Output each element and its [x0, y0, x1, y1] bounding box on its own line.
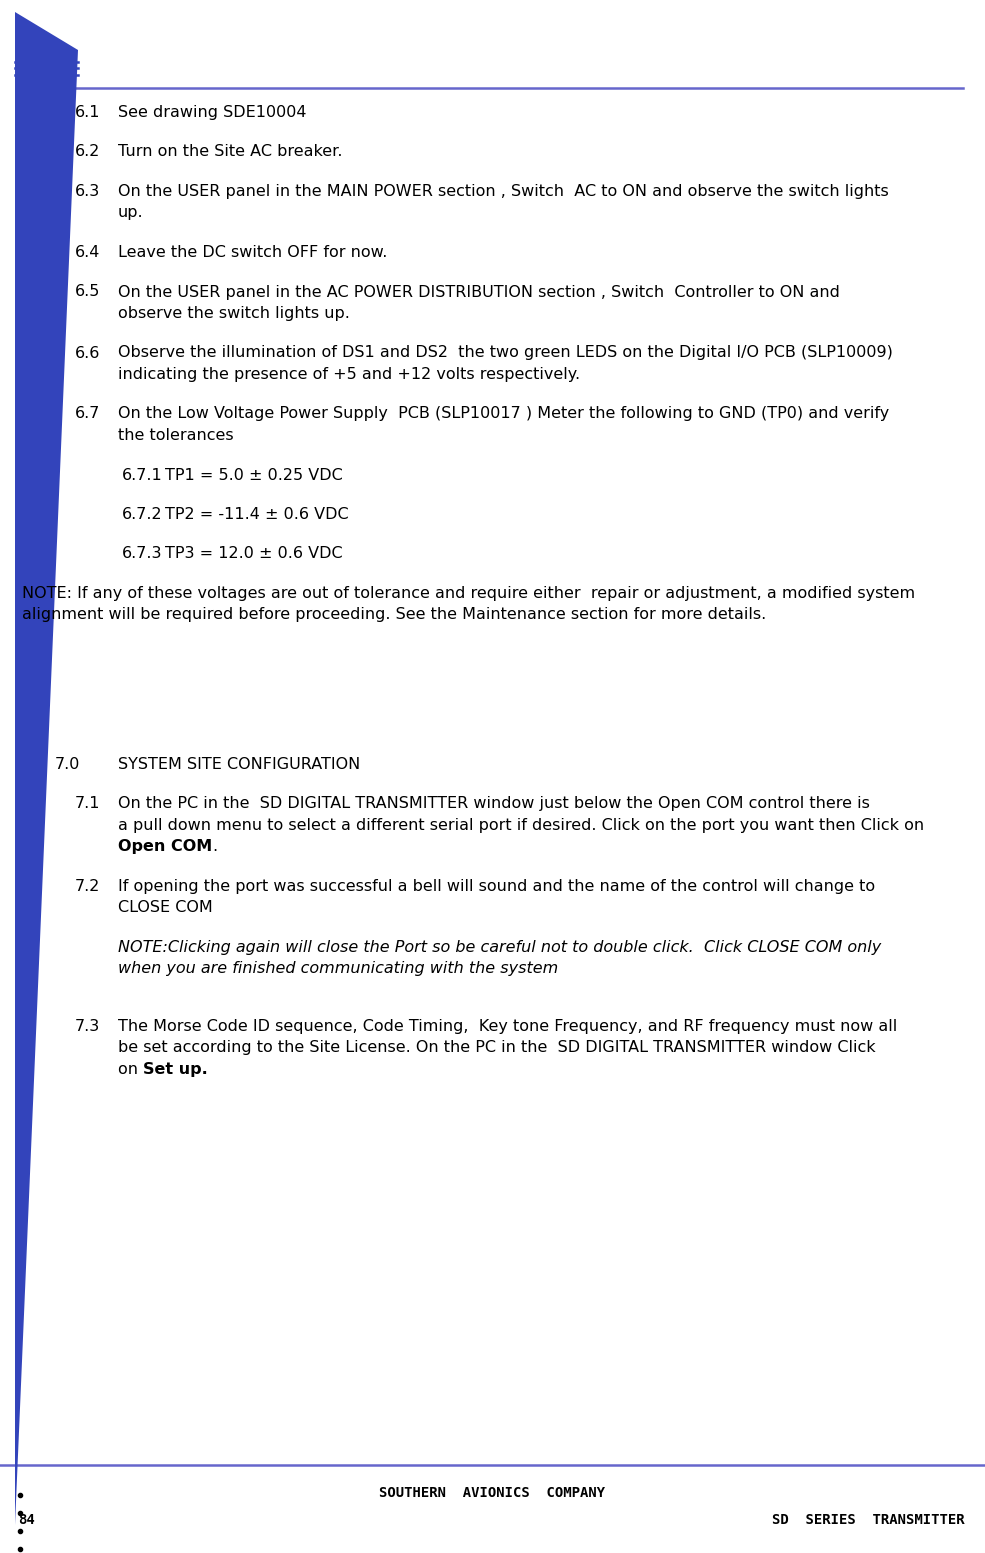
Text: 6.7.3: 6.7.3 [122, 547, 163, 562]
Text: a pull down menu to select a different serial port if desired. Click on the port: a pull down menu to select a different s… [118, 818, 924, 832]
Polygon shape [15, 12, 78, 1525]
Text: indicating the presence of +5 and +12 volts respectively.: indicating the presence of +5 and +12 vo… [118, 367, 580, 382]
Text: On the USER panel in the MAIN POWER section , Switch  AC to ON and observe the s: On the USER panel in the MAIN POWER sect… [118, 183, 888, 199]
Text: SOUTHERN  AVIONICS  COMPANY: SOUTHERN AVIONICS COMPANY [379, 1486, 606, 1500]
Text: NOTE: If any of these voltages are out of tolerance and require either  repair o: NOTE: If any of these voltages are out o… [22, 585, 915, 601]
Text: 6.4: 6.4 [75, 245, 100, 259]
Text: 6.3: 6.3 [75, 183, 100, 199]
Text: If opening the port was successful a bell will sound and the name of the control: If opening the port was successful a bel… [118, 879, 875, 895]
Text: 6.7.1: 6.7.1 [122, 467, 163, 483]
Text: 6.7: 6.7 [75, 407, 100, 421]
Text: 7.0: 7.0 [55, 756, 81, 772]
Text: On the PC in the  SD DIGITAL TRANSMITTER window just below the Open COM control : On the PC in the SD DIGITAL TRANSMITTER … [118, 797, 870, 812]
Text: 84: 84 [18, 1513, 34, 1527]
Text: On the USER panel in the AC POWER DISTRIBUTION section , Switch  Controller to O: On the USER panel in the AC POWER DISTRI… [118, 284, 840, 300]
Text: .: . [212, 840, 218, 854]
Text: The Morse Code ID sequence, Code Timing,  Key tone Frequency, and RF frequency m: The Morse Code ID sequence, Code Timing,… [118, 1019, 897, 1034]
Text: See drawing SDE10004: See drawing SDE10004 [118, 106, 306, 120]
Text: be set according to the Site License. On the PC in the  SD DIGITAL TRANSMITTER w: be set according to the Site License. On… [118, 1041, 876, 1056]
Text: Open COM: Open COM [118, 840, 212, 854]
Text: TP3 = 12.0 ± 0.6 VDC: TP3 = 12.0 ± 0.6 VDC [165, 547, 343, 562]
Text: Set up.: Set up. [143, 1062, 208, 1076]
Text: Leave the DC switch OFF for now.: Leave the DC switch OFF for now. [118, 245, 387, 259]
Text: SD  SERIES  TRANSMITTER: SD SERIES TRANSMITTER [772, 1513, 965, 1527]
Text: alignment will be required before proceeding. See the Maintenance section for mo: alignment will be required before procee… [22, 607, 766, 623]
Text: 7.3: 7.3 [75, 1019, 100, 1034]
Text: 6.5: 6.5 [75, 284, 100, 300]
Text: Observe the illumination of DS1 and DS2  the two green LEDS on the Digital I/O P: Observe the illumination of DS1 and DS2 … [118, 345, 892, 360]
Text: 6.2: 6.2 [75, 144, 100, 160]
Text: TP1 = 5.0 ± 0.25 VDC: TP1 = 5.0 ± 0.25 VDC [165, 467, 343, 483]
Text: CLOSE COM: CLOSE COM [118, 901, 213, 916]
Text: Turn on the Site AC breaker.: Turn on the Site AC breaker. [118, 144, 343, 160]
Text: SAC: SAC [22, 68, 38, 78]
Text: when you are finished communicating with the system: when you are finished communicating with… [118, 961, 558, 977]
Text: observe the switch lights up.: observe the switch lights up. [118, 306, 350, 321]
Text: 6.6: 6.6 [75, 345, 100, 360]
Text: 7.2: 7.2 [75, 879, 100, 895]
Text: 6.1: 6.1 [75, 106, 100, 120]
Text: SYSTEM SITE CONFIGURATION: SYSTEM SITE CONFIGURATION [118, 756, 361, 772]
Text: 6.7.2: 6.7.2 [122, 506, 163, 522]
Text: the tolerances: the tolerances [118, 429, 233, 443]
Text: NOTE:Clicking again will close the Port so be careful not to double click.  Clic: NOTE:Clicking again will close the Port … [118, 940, 882, 955]
Text: up.: up. [118, 205, 144, 221]
Text: 7.1: 7.1 [75, 797, 100, 812]
Text: on: on [118, 1062, 143, 1076]
Text: On the Low Voltage Power Supply  PCB (SLP10017 ) Meter the following to GND (TP0: On the Low Voltage Power Supply PCB (SLP… [118, 407, 889, 421]
Text: TP2 = -11.4 ± 0.6 VDC: TP2 = -11.4 ± 0.6 VDC [165, 506, 349, 522]
